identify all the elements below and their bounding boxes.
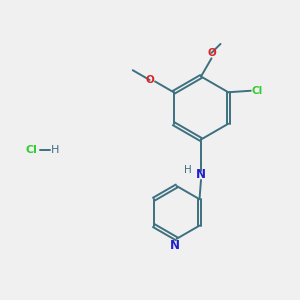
Text: Cl: Cl bbox=[252, 86, 263, 96]
Text: H: H bbox=[51, 145, 60, 155]
Text: O: O bbox=[207, 48, 216, 58]
Text: N: N bbox=[170, 239, 180, 252]
Text: N: N bbox=[196, 168, 206, 181]
Text: H: H bbox=[184, 165, 191, 175]
Text: Cl: Cl bbox=[26, 145, 38, 155]
Text: O: O bbox=[145, 75, 154, 85]
